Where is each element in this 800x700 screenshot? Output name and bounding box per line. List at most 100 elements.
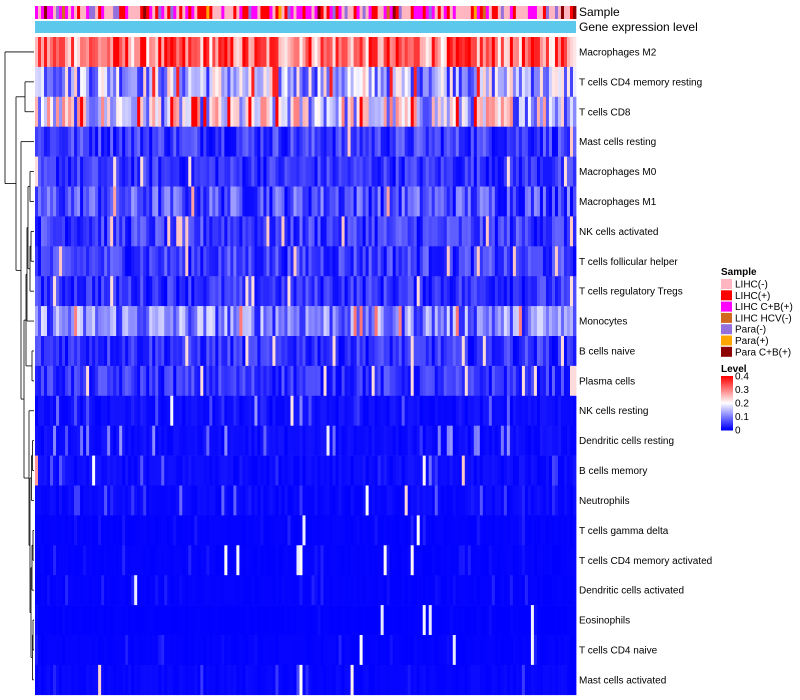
heatmap-cell (449, 485, 454, 516)
heatmap-cell (368, 365, 373, 397)
heatmap-cell (167, 455, 171, 486)
heatmap-cell (35, 37, 39, 68)
heatmap-cell (503, 37, 508, 68)
heatmap-cell (392, 575, 397, 606)
heatmap-cell (272, 635, 276, 666)
heatmap-cell (521, 96, 526, 127)
heatmap-cell (149, 37, 153, 68)
heatmap-cell (164, 455, 168, 486)
heatmap-cell (509, 126, 514, 157)
heatmap-cell (491, 455, 496, 486)
heatmap-cell (50, 635, 54, 666)
heatmap-cell (236, 485, 240, 516)
heatmap-cell (440, 485, 445, 516)
heatmap-cell (347, 96, 351, 127)
heatmap-cell (392, 545, 397, 576)
heatmap-cell (560, 37, 565, 68)
heatmap-cell (320, 664, 324, 696)
heatmap-cell (398, 664, 403, 696)
heatmap-cell (140, 515, 144, 546)
heatmap-cell (305, 186, 309, 217)
heatmap-cell (134, 246, 138, 277)
heatmap-cell (296, 485, 300, 516)
heatmap-cell (545, 37, 550, 68)
heatmap-cell (428, 395, 433, 426)
heatmap-cell (50, 66, 54, 98)
sample-annotation-cell (35, 6, 39, 19)
heatmap-cell (554, 365, 559, 397)
heatmap-cell (266, 37, 270, 68)
heatmap-cell (116, 395, 120, 426)
heatmap-cell (419, 66, 424, 98)
heatmap-cell (419, 216, 424, 247)
sample-annotation-cell (44, 6, 48, 19)
heatmap-cell (83, 276, 87, 307)
heatmap-cell (542, 365, 547, 397)
level-legend-gradient-step (721, 403, 733, 405)
heatmap-cell (491, 246, 496, 277)
heatmap-cell (539, 485, 544, 516)
heatmap-cell (44, 126, 48, 157)
heatmap-cell (416, 37, 421, 68)
heatmap-cell (107, 425, 111, 456)
heatmap-cell (314, 664, 318, 696)
heatmap-cell (134, 306, 138, 337)
heatmap-cell (560, 575, 565, 606)
heatmap-cell (92, 66, 96, 98)
heatmap-cell (224, 156, 228, 187)
heatmap-cell (437, 515, 442, 546)
heatmap-cell (485, 156, 490, 187)
heatmap-cell (398, 485, 403, 516)
heatmap-cell (278, 306, 282, 337)
heatmap-cell (287, 186, 291, 217)
heatmap-cell (254, 455, 258, 486)
heatmap-cell (476, 515, 481, 546)
heatmap-cell (194, 126, 198, 157)
heatmap-cell (41, 156, 45, 187)
heatmap-cell (314, 216, 318, 247)
heatmap-cell (518, 96, 523, 127)
heatmap-cell (572, 545, 577, 576)
heatmap-cell (149, 485, 153, 516)
heatmap-cell (44, 66, 48, 98)
heatmap-cell (191, 126, 195, 157)
heatmap-cell (245, 126, 249, 157)
heatmap-cell (335, 545, 339, 576)
sample-annotation-cell (482, 6, 487, 19)
heatmap-cell (80, 664, 84, 696)
heatmap-cell (125, 336, 129, 367)
heatmap-cell (434, 126, 439, 157)
heatmap-cell (77, 37, 81, 68)
heatmap-cell (221, 306, 225, 337)
heatmap-cell (257, 605, 261, 636)
heatmap-cell (41, 37, 45, 68)
sample-annotation-cell (470, 6, 475, 19)
heatmap-cell (71, 276, 75, 307)
heatmap-cell (527, 515, 532, 546)
heatmap-cell (455, 246, 460, 277)
heatmap-cell (470, 216, 475, 247)
heatmap-cell (257, 96, 261, 127)
heatmap-cell (176, 635, 180, 666)
heatmap-cell (155, 605, 159, 636)
heatmap-cell (314, 156, 318, 187)
heatmap-cell (491, 96, 496, 127)
heatmap-cell (95, 395, 99, 426)
heatmap-cell (113, 216, 117, 247)
heatmap-cell (167, 664, 171, 696)
heatmap-cell (464, 575, 469, 606)
heatmap-cell (44, 605, 48, 636)
heatmap-cell (533, 515, 538, 546)
heatmap-cell (206, 575, 210, 606)
heatmap-cell (302, 455, 306, 486)
heatmap-cell (548, 336, 553, 367)
heatmap-cell (494, 455, 499, 486)
heatmap-cell (542, 37, 547, 68)
heatmap-cell (521, 575, 526, 606)
heatmap-cell (275, 365, 279, 397)
heatmap-cell (467, 216, 472, 247)
heatmap-cell (473, 365, 478, 397)
heatmap-cell (209, 485, 213, 516)
heatmap-cell (122, 395, 126, 426)
heatmap-cell (143, 306, 147, 337)
